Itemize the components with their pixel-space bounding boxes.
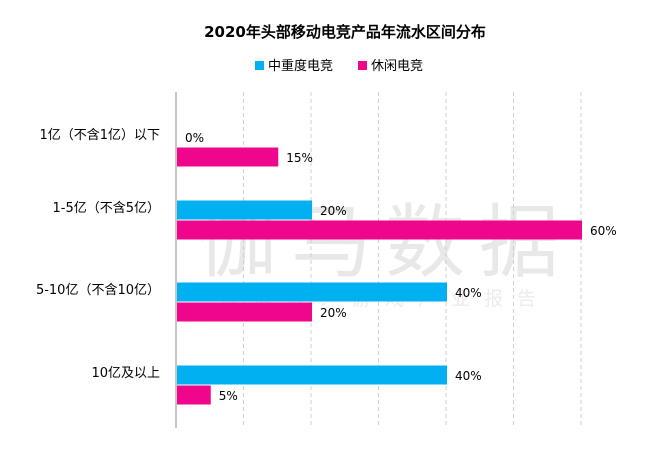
data-label: 60% [590, 224, 617, 238]
category-label: 1亿（不含1亿）以下 [39, 127, 160, 143]
data-label: 40% [455, 286, 482, 300]
legend-label: 中重度电竞 [268, 58, 333, 74]
legend: 中重度电竞 休闲电竞 [255, 58, 423, 74]
bar [177, 200, 312, 220]
bar [177, 147, 279, 167]
category-label: 10亿及以上 [91, 366, 160, 381]
data-label: 20% [320, 204, 347, 218]
data-label: 5% [219, 389, 238, 403]
value-labels: 0% 20% 40% 40% 15% 60% 20% 5% [185, 131, 617, 403]
category-label: 5-10亿（不含10亿） [36, 282, 160, 298]
legend-swatch [255, 61, 264, 70]
legend-swatch [358, 61, 367, 70]
data-label: 20% [320, 306, 347, 320]
data-label: 0% [185, 131, 204, 145]
data-label: 15% [286, 151, 313, 165]
bar [177, 365, 447, 385]
bar [177, 220, 582, 240]
bar [177, 385, 211, 405]
legend-label: 休闲电竞 [371, 58, 423, 74]
data-label: 40% [455, 369, 482, 383]
chart-title: 2020年头部移动电竞产品年流水区间分布 [204, 23, 486, 41]
bars [177, 147, 582, 405]
category-labels: 1亿（不含1亿）以下 1-5亿（不含5亿） 5-10亿（不含10亿） 10亿及以上 [36, 127, 160, 381]
bar [177, 282, 447, 302]
bar [177, 302, 312, 322]
category-label: 1-5亿（不含5亿） [52, 200, 160, 216]
